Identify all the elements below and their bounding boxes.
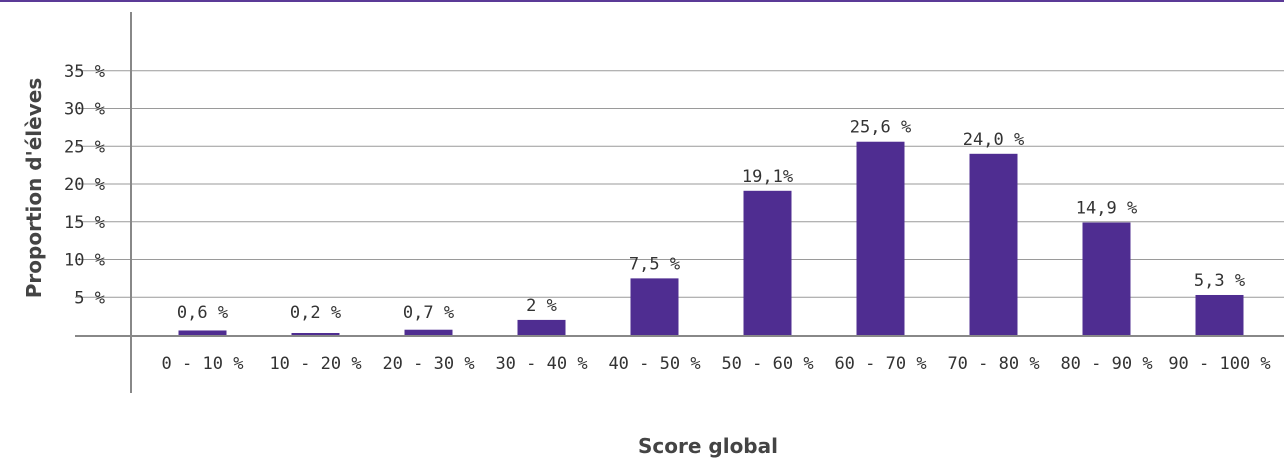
y-tick-label: 5 % bbox=[74, 288, 105, 308]
data-label: 0,6 % bbox=[177, 303, 228, 323]
data-label: 2 % bbox=[526, 296, 557, 316]
x-tick-label: 0 - 10 % bbox=[162, 354, 244, 374]
data-labels: 0,6 % 0,2 % 0,7 % 2 % 7,5 % 19,1% 25,6 % 24,0 %… bbox=[177, 118, 1245, 323]
x-tick-label: 70 - 80 % bbox=[947, 354, 1039, 374]
bar bbox=[404, 329, 453, 335]
data-label: 19,1% bbox=[742, 167, 793, 187]
y-tick-label: 35 % bbox=[64, 62, 105, 82]
x-tick-label: 40 - 50 % bbox=[608, 354, 700, 374]
bar bbox=[291, 333, 340, 335]
data-label: 25,6 % bbox=[850, 118, 911, 138]
bar bbox=[743, 190, 792, 335]
x-tick-label: 80 - 90 % bbox=[1060, 354, 1152, 374]
y-tick-label: 20 % bbox=[64, 175, 105, 195]
y-tick-labels: 5 % 10 % 15 % 20 % 25 % 30 % 35 % bbox=[64, 62, 105, 309]
data-label: 24,0 % bbox=[963, 130, 1024, 150]
y-tick-label: 25 % bbox=[64, 137, 105, 157]
x-tick-label: 20 - 30 % bbox=[382, 354, 474, 374]
bar bbox=[630, 278, 679, 335]
data-label: 0,7 % bbox=[403, 303, 454, 323]
gridlines bbox=[75, 70, 1284, 298]
x-tick-label: 50 - 60 % bbox=[721, 354, 813, 374]
data-label: 0,2 % bbox=[290, 303, 341, 323]
y-tick-label: 10 % bbox=[64, 251, 105, 271]
bars bbox=[178, 141, 1244, 335]
bar bbox=[1082, 222, 1131, 335]
x-tick-label: 30 - 40 % bbox=[495, 354, 587, 374]
y-axis-title: Proportion d'élèves bbox=[22, 78, 46, 298]
bar bbox=[178, 330, 227, 335]
x-axis-title: Score global bbox=[638, 434, 778, 458]
bar bbox=[1195, 294, 1244, 335]
bar bbox=[856, 141, 905, 335]
data-label: 14,9 % bbox=[1076, 199, 1137, 219]
y-tick-label: 30 % bbox=[64, 100, 105, 120]
bar bbox=[517, 319, 566, 335]
data-label: 5,3 % bbox=[1194, 271, 1245, 291]
data-label: 7,5 % bbox=[629, 254, 680, 274]
x-tick-label: 60 - 70 % bbox=[834, 354, 926, 374]
bar bbox=[969, 153, 1018, 335]
x-tick-labels: 0 - 10 % 10 - 20 % 20 - 30 % 30 - 40 % 40 - … bbox=[162, 354, 1271, 374]
x-tick-label: 90 - 100 % bbox=[1168, 354, 1270, 374]
x-tick-label: 10 - 20 % bbox=[269, 354, 361, 374]
y-tick-label: 15 % bbox=[64, 213, 105, 233]
